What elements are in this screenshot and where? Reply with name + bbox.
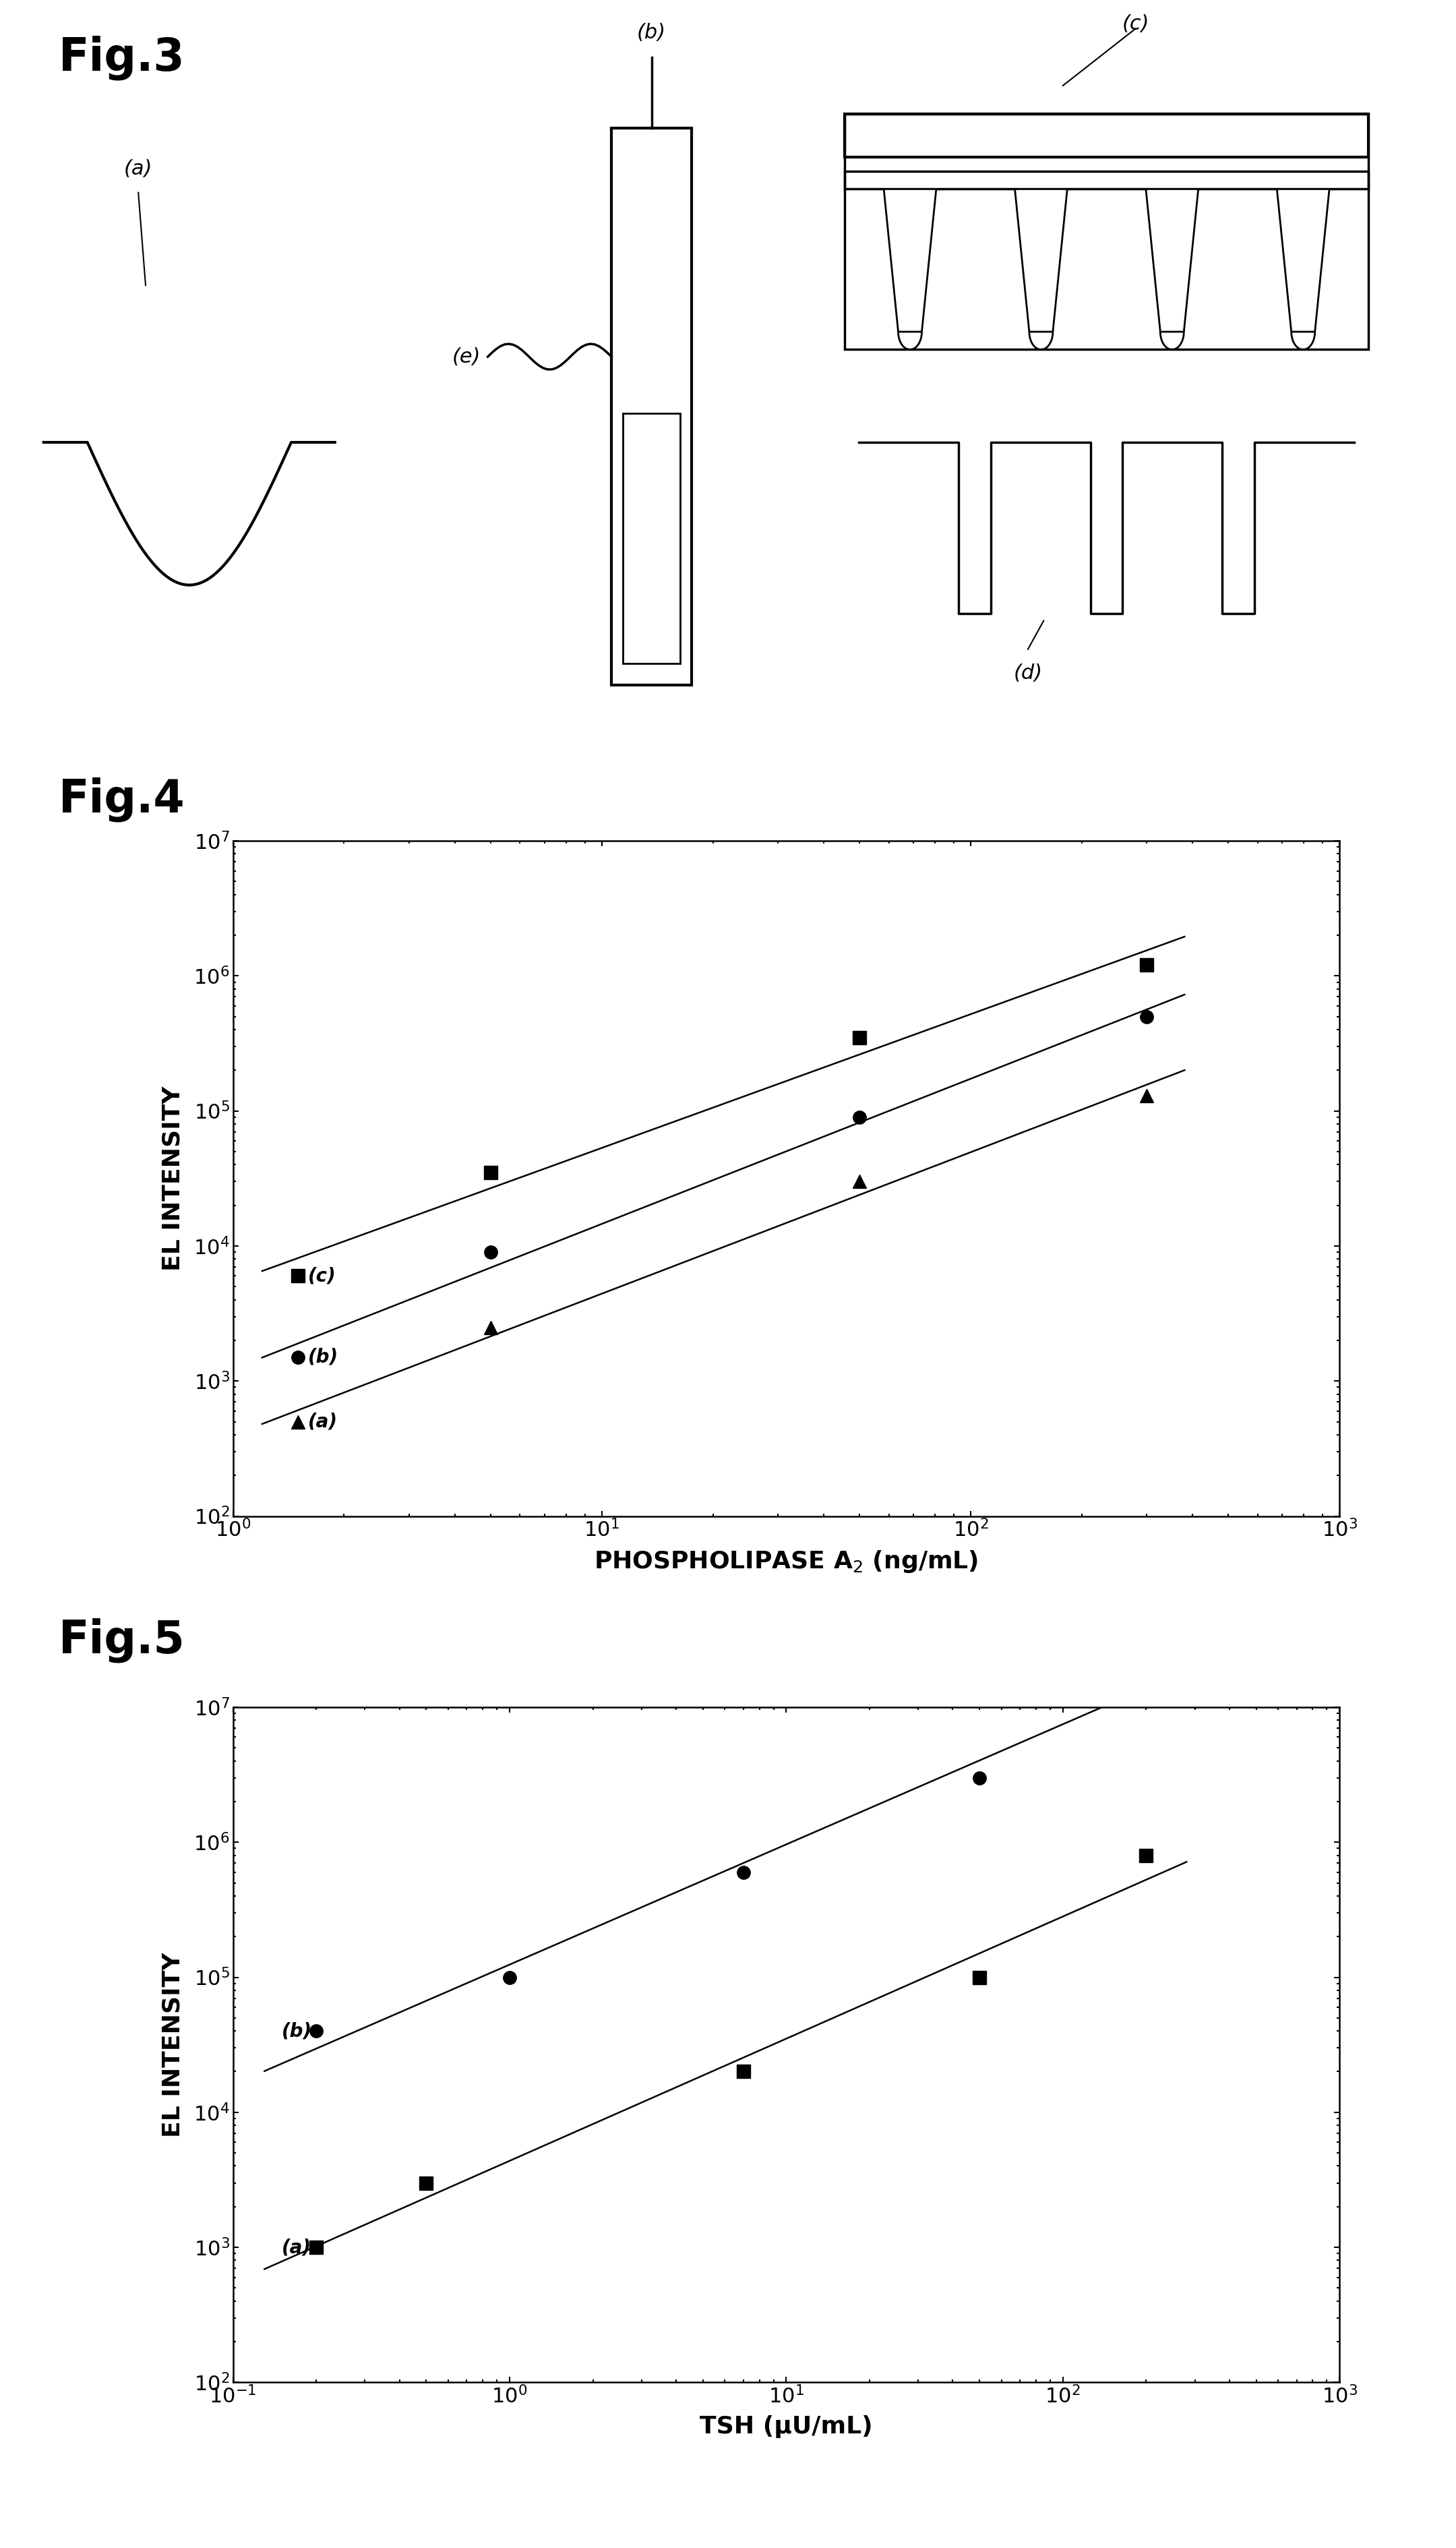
Bar xyxy=(844,115,1369,158)
Text: (d): (d) xyxy=(1013,662,1042,683)
Text: (c): (c) xyxy=(309,1266,336,1284)
Text: (b): (b) xyxy=(309,1348,339,1366)
Bar xyxy=(612,127,692,685)
Y-axis label: EL INTENSITY: EL INTENSITY xyxy=(162,1085,185,1271)
Text: Fig.3: Fig.3 xyxy=(58,36,185,82)
X-axis label: PHOSPHOLIPASE A$_2$ (ng/mL): PHOSPHOLIPASE A$_2$ (ng/mL) xyxy=(594,1549,978,1575)
Bar xyxy=(623,413,680,662)
Text: (a): (a) xyxy=(124,158,153,178)
Bar xyxy=(844,115,1369,349)
Text: Fig.5: Fig.5 xyxy=(58,1618,185,1664)
Polygon shape xyxy=(1277,189,1329,331)
Polygon shape xyxy=(1146,189,1198,331)
Polygon shape xyxy=(1015,189,1067,331)
Bar xyxy=(844,171,1369,189)
Y-axis label: EL INTENSITY: EL INTENSITY xyxy=(162,1952,185,2138)
Text: (b): (b) xyxy=(281,2021,312,2041)
X-axis label: TSH (μU/mL): TSH (μU/mL) xyxy=(700,2416,872,2438)
Text: (e): (e) xyxy=(451,347,480,367)
Text: (a): (a) xyxy=(309,1412,338,1432)
Text: Fig.4: Fig.4 xyxy=(58,777,185,823)
Text: (b): (b) xyxy=(638,23,665,43)
Text: (c): (c) xyxy=(1123,15,1149,33)
Text: (a): (a) xyxy=(281,2237,312,2258)
Polygon shape xyxy=(884,189,936,331)
